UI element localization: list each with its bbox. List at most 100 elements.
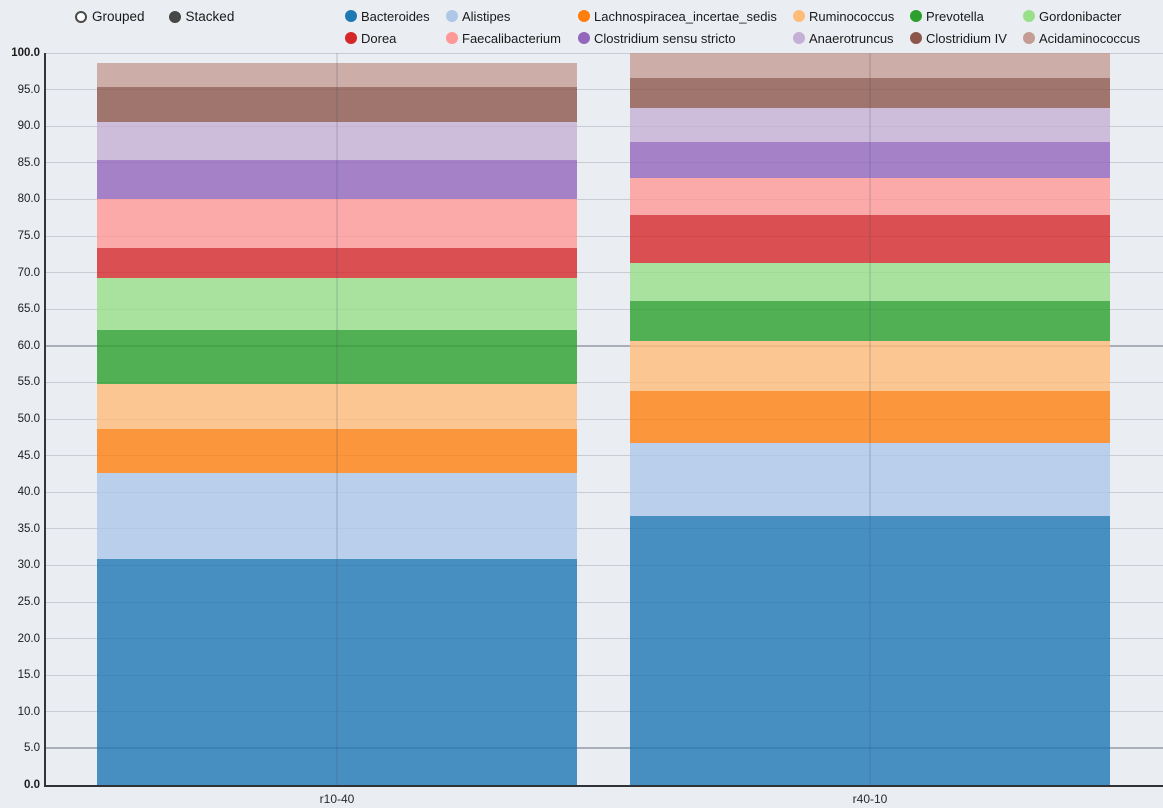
y-tick-label: 60.0 [17, 339, 40, 352]
legend-label: Faecalibacterium [462, 30, 561, 46]
radio-grouped-label: Grouped [92, 9, 145, 24]
gridline-y40 [46, 491, 1163, 493]
radio-stacked-label: Stacked [185, 9, 235, 24]
segment-Clostridium-sensu-stricto-r10-40[interactable] [97, 159, 577, 200]
legend-swatch-icon [345, 32, 357, 44]
legend-swatch-icon [446, 32, 458, 44]
legend-swatch-icon [578, 10, 590, 22]
chart-mode-controls: Grouped Stacked [75, 7, 234, 27]
legend-item-Clostridium-IV[interactable]: Clostridium IV [910, 31, 1023, 46]
x-axis-line [44, 785, 1163, 787]
gridline-y80 [46, 198, 1163, 200]
radio-stacked[interactable]: Stacked [168, 9, 235, 25]
y-tick-label: 40.0 [17, 486, 40, 499]
segment-Acidaminococcus-r10-40[interactable] [97, 62, 577, 88]
gridline-y50 [46, 418, 1163, 420]
legend-swatch-icon [1023, 10, 1035, 22]
gridline-y95 [46, 89, 1163, 91]
gridline-y10 [46, 711, 1163, 713]
gridline-y70 [46, 272, 1163, 274]
y-tick-label: 30.0 [17, 559, 40, 572]
gridline-y45 [46, 455, 1163, 457]
legend-swatch-icon [578, 32, 590, 44]
segment-Faecalibacterium-r10-40[interactable] [97, 199, 577, 248]
bar-center-seam [869, 53, 871, 785]
radio-circle-icon [168, 11, 181, 23]
segment-Bacteroides-r10-40[interactable] [97, 558, 577, 785]
y-tick-label: 100.0 [11, 47, 40, 59]
legend-label: Lachnospiracea_incertae_sedis [594, 8, 777, 24]
segment-Ruminococcus-r10-40[interactable] [97, 383, 577, 429]
y-tick-label: 70.0 [17, 266, 40, 279]
segment-Bacteroides-r40-10[interactable] [630, 516, 1110, 785]
legend-label: Clostridium sensu stricto [594, 30, 736, 46]
segment-Prevotella-r10-40[interactable] [97, 330, 577, 384]
legend-item-Lachnospiracea_incertae_sedis[interactable]: Lachnospiracea_incertae_sedis [578, 9, 793, 24]
legend-label: Prevotella [926, 8, 984, 24]
segment-Gordonibacter-r40-10[interactable] [630, 263, 1110, 302]
y-tick-label: 85.0 [17, 156, 40, 169]
segment-Lachnospiracea_incertae_sedis-r10-40[interactable] [97, 428, 577, 474]
bar-r10-40 [97, 53, 577, 785]
y-tick-label: 55.0 [17, 376, 40, 389]
segment-Alistipes-r10-40[interactable] [97, 473, 577, 559]
segment-Clostridium-IV-r10-40[interactable] [97, 87, 577, 122]
y-axis-line [44, 53, 46, 787]
segment-Clostridium-IV-r40-10[interactable] [630, 77, 1110, 108]
segment-Dorea-r40-10[interactable] [630, 214, 1110, 264]
bar-center-seam [336, 53, 338, 785]
y-tick-label: 35.0 [17, 522, 40, 535]
y-tick-label: 45.0 [17, 449, 40, 462]
gridline-y20 [46, 638, 1163, 640]
legend-swatch-icon [1023, 32, 1035, 44]
legend-swatch-icon [910, 32, 922, 44]
chart-legend: Bacteroides Alistipes Lachnospiracea_incer… [345, 5, 1163, 49]
y-tick-label: 90.0 [17, 120, 40, 133]
y-tick-label: 80.0 [17, 193, 40, 206]
y-tick-label: 15.0 [17, 669, 40, 682]
legend-item-Alistipes[interactable]: Alistipes [446, 9, 578, 24]
gridline-y25 [46, 601, 1163, 603]
legend-label: Bacteroides [361, 8, 430, 24]
gridline-y35 [46, 528, 1163, 530]
segment-Clostridium-sensu-stricto-r40-10[interactable] [630, 141, 1110, 179]
legend-label: Dorea [361, 30, 397, 46]
legend-item-Clostridium-sensu-stricto[interactable]: Clostridium sensu stricto [578, 31, 793, 46]
legend-item-Prevotella[interactable]: Prevotella [910, 9, 1023, 24]
legend-item-Dorea[interactable]: Dorea [345, 31, 446, 46]
radio-grouped[interactable]: Grouped [75, 9, 145, 25]
legend-item-Ruminococcus[interactable]: Ruminococcus [793, 9, 910, 24]
legend-item-Gordonibacter[interactable]: Gordonibacter [1023, 9, 1163, 24]
bar-r40-10 [630, 53, 1110, 785]
segment-Gordonibacter-r10-40[interactable] [97, 278, 577, 331]
legend-item-Acidaminococcus[interactable]: Acidaminococcus [1023, 31, 1163, 46]
legend-label: Gordonibacter [1039, 8, 1122, 24]
segment-Ruminococcus-r40-10[interactable] [630, 341, 1110, 392]
segment-Anaerotruncus-r40-10[interactable] [630, 107, 1110, 142]
legend-label: Clostridium IV [926, 30, 1007, 46]
x-tick-label-r40-10: r40-10 [852, 792, 888, 806]
gridline-y5 [46, 747, 1163, 750]
segment-Faecalibacterium-r40-10[interactable] [630, 178, 1110, 215]
segment-Dorea-r10-40[interactable] [97, 247, 577, 279]
legend-item-Faecalibacterium[interactable]: Faecalibacterium [446, 31, 578, 46]
gridline-y85 [46, 162, 1163, 164]
gridline-y75 [46, 235, 1163, 237]
segment-Lachnospiracea_incertae_sedis-r40-10[interactable] [630, 391, 1110, 444]
legend-item-Anaerotruncus[interactable]: Anaerotruncus [793, 31, 910, 46]
legend-label: Anaerotruncus [809, 30, 894, 46]
y-tick-label: 95.0 [17, 83, 40, 96]
segment-Acidaminococcus-r40-10[interactable] [630, 53, 1110, 78]
legend-label: Alistipes [462, 8, 511, 24]
gridline-y15 [46, 674, 1163, 676]
segment-Alistipes-r40-10[interactable] [630, 443, 1110, 517]
legend-label: Acidaminococcus [1039, 30, 1141, 46]
gridline-y30 [46, 564, 1163, 566]
legend-swatch-icon [345, 10, 357, 22]
gridline-y100 [46, 52, 1163, 54]
segment-Anaerotruncus-r10-40[interactable] [97, 121, 577, 160]
legend-item-Bacteroides[interactable]: Bacteroides [345, 9, 446, 24]
gridline-y65 [46, 308, 1163, 310]
segment-Prevotella-r40-10[interactable] [630, 301, 1110, 342]
